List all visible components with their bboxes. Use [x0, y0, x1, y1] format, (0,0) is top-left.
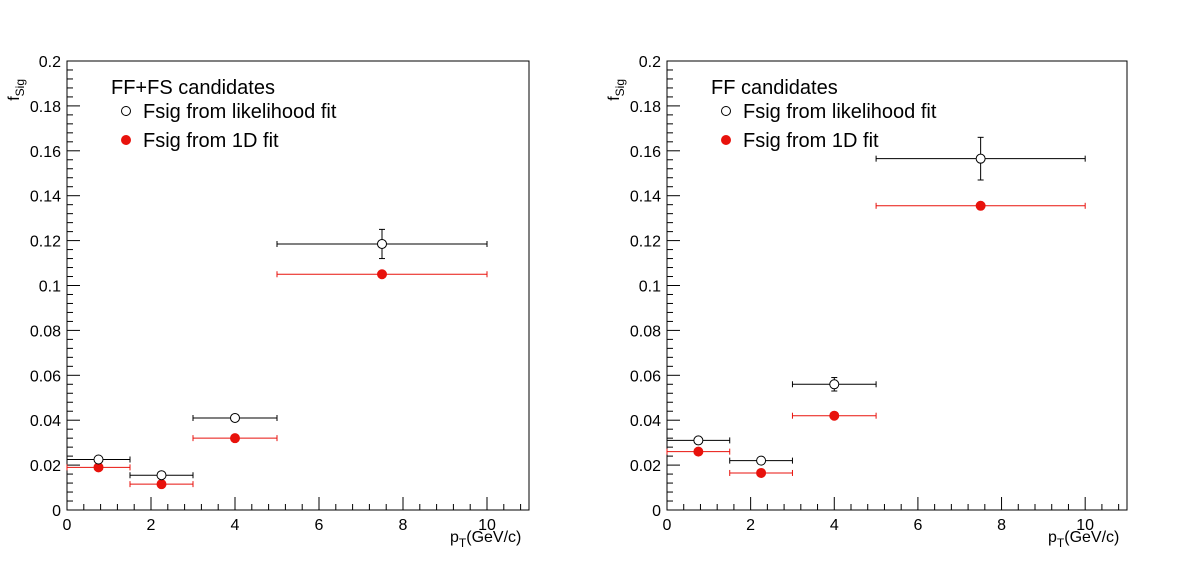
data-point — [791, 410, 877, 421]
y-tick-label: 0.2 — [639, 54, 661, 71]
y-tick-label: 0 — [52, 503, 61, 520]
marker-open-circle — [756, 455, 767, 466]
marker-open-circle — [156, 470, 167, 481]
data-point — [276, 269, 488, 280]
marker-open-circle — [829, 379, 840, 390]
x-tick-label: 4 — [231, 517, 240, 534]
y-axis-title: fSig — [606, 79, 627, 101]
legend-entry: Fsig from likelihood fit — [143, 101, 337, 123]
y-tick-label: 0.08 — [30, 323, 61, 340]
y-tick-label: 0.02 — [630, 458, 661, 475]
y-tick-label: 0.1 — [39, 279, 61, 296]
data-point — [791, 377, 877, 392]
y-tick-label: 0.04 — [630, 413, 661, 430]
data-point — [66, 454, 131, 465]
y-tick-label: 0.2 — [39, 54, 61, 71]
x-tick-label: 10 — [1076, 517, 1094, 534]
y-tick-label: 0.08 — [630, 323, 661, 340]
x-axis-title: pT(GeV/c) — [1048, 529, 1119, 550]
legend-entry: Fsig from likelihood fit — [743, 101, 937, 123]
y-tick-label: 0.14 — [30, 189, 61, 206]
x-axis-title-sub: T — [459, 536, 467, 550]
marker-filled-circle — [377, 269, 387, 280]
y-tick-label: 0 — [652, 503, 661, 520]
legend-marker-filled-circle — [721, 135, 731, 145]
x-tick-label: 6 — [913, 517, 922, 534]
x-axis-title-main: p — [1048, 529, 1057, 546]
x-axis-title-rest: (GeV/c) — [1064, 529, 1119, 546]
data-point — [729, 455, 793, 466]
x-tick-label: 10 — [478, 517, 496, 534]
x-tick-label: 6 — [315, 517, 324, 534]
marker-filled-circle — [829, 410, 840, 421]
marker-open-circle — [230, 412, 240, 423]
y-axis-title-sub: Sig — [13, 79, 27, 96]
plot-frame — [66, 60, 530, 511]
x-tick-label: 8 — [399, 517, 408, 534]
data-point — [666, 446, 731, 457]
plot-frame — [666, 60, 1128, 511]
data-point — [875, 200, 1086, 211]
y-axis-title-sub: Sig — [613, 79, 627, 96]
y-tick-label: 0.1 — [639, 279, 661, 296]
marker-filled-circle — [156, 479, 167, 490]
chart-panel-1: 0 2 4 6 8 10 0 0.02 0.04 0.06 0.08 0.1 0.12 0.14 0.16 0… — [6, 54, 530, 550]
x-tick-label: 2 — [147, 517, 156, 534]
x-tick-label: 2 — [746, 517, 755, 534]
data-point — [66, 462, 131, 473]
legend-entry: Fsig from 1D fit — [743, 130, 879, 152]
y-tick-label: 0.06 — [30, 368, 61, 385]
marker-open-circle — [693, 435, 704, 446]
data-point — [129, 470, 194, 481]
data-point — [276, 228, 488, 260]
y-axis-title-main: f — [606, 96, 623, 101]
legend-marker-open-circle — [721, 106, 731, 116]
legend-title: FF candidates — [711, 77, 838, 99]
x-axis-title: pT(GeV/c) — [450, 529, 521, 550]
y-tick-label: 0.16 — [630, 144, 661, 161]
marker-filled-circle — [975, 200, 986, 211]
y-tick-label: 0.12 — [630, 234, 661, 251]
x-tick-label: 8 — [997, 517, 1006, 534]
x-axis-title-sub: T — [1057, 536, 1065, 550]
data-point — [875, 136, 1086, 181]
marker-open-circle — [93, 454, 104, 465]
data-point — [192, 433, 278, 444]
legend-title: FF+FS candidates — [111, 77, 275, 99]
legend-marker-open-circle — [121, 106, 131, 116]
x-tick-label: 4 — [830, 517, 839, 534]
x-tick-label: 0 — [63, 517, 72, 534]
y-tick-label: 0.18 — [30, 99, 61, 116]
data-point — [192, 412, 278, 423]
marker-open-circle — [377, 238, 387, 249]
y-tick-label: 0.12 — [30, 234, 61, 251]
x-tick-label: 0 — [663, 517, 672, 534]
y-tick-label: 0.14 — [630, 189, 661, 206]
marker-filled-circle — [230, 433, 240, 444]
marker-filled-circle — [756, 467, 767, 478]
y-axis-title: fSig — [6, 79, 27, 101]
x-axis-title-main: p — [450, 529, 459, 546]
y-tick-label: 0.18 — [630, 99, 661, 116]
y-tick-label: 0.04 — [30, 413, 61, 430]
data-point — [729, 467, 793, 478]
y-tick-label: 0.16 — [30, 144, 61, 161]
data-point — [666, 435, 731, 446]
chart-panel-2: 0 2 4 6 8 10 0 0.02 0.04 0.06 0.08 0.1 0.12 0.14 0.16 0… — [606, 54, 1128, 550]
marker-open-circle — [975, 153, 986, 164]
y-axis-title-main: f — [6, 96, 23, 101]
y-tick-label: 0.06 — [630, 368, 661, 385]
marker-filled-circle — [693, 446, 704, 457]
x-axis-title-rest: (GeV/c) — [466, 529, 521, 546]
legend-marker-filled-circle — [121, 135, 131, 145]
data-point — [129, 479, 194, 490]
legend-entry: Fsig from 1D fit — [143, 130, 279, 152]
y-tick-label: 0.02 — [30, 458, 61, 475]
